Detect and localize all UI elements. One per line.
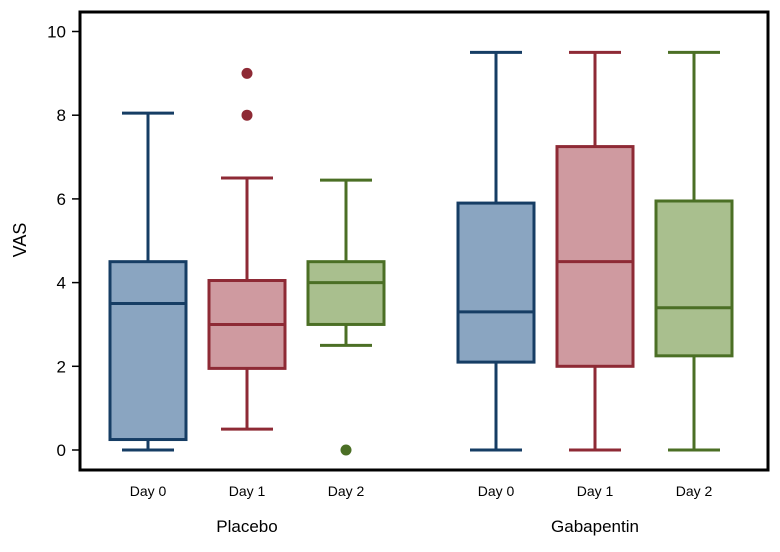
y-tick-label: 2 — [57, 357, 66, 376]
box-gabapentin-day-0 — [456, 50, 536, 452]
outlier-point — [241, 67, 253, 79]
y-axis-title: VAS — [10, 223, 30, 258]
y-axis: 0 2 4 6 8 10 — [47, 23, 80, 460]
x-group-label: Gabapentin — [551, 517, 639, 536]
box-gabapentin-day-2 — [654, 50, 734, 452]
y-tick-label: 6 — [57, 190, 66, 209]
outlier-point — [241, 109, 253, 121]
iqr-box — [456, 201, 536, 364]
x-category-label: Day 0 — [478, 483, 515, 499]
iqr-box — [654, 199, 734, 358]
y-tick-label: 8 — [57, 106, 66, 125]
x-axis-labels: Day 0 Day 1 Day 2 Placebo Day 0 Day 1 Day 2 Gab… — [130, 483, 713, 536]
x-category-label: Day 2 — [328, 483, 365, 499]
outlier-point — [340, 444, 352, 456]
x-category-label: Day 1 — [577, 483, 614, 499]
box-series — [108, 50, 734, 456]
plot-frame — [78, 10, 770, 472]
y-tick-label: 0 — [57, 441, 66, 460]
x-group-label: Placebo — [216, 517, 277, 536]
box-placebo-day-1 — [207, 67, 287, 431]
x-category-label: Day 0 — [130, 483, 167, 499]
x-category-label: Day 2 — [676, 483, 713, 499]
iqr-box — [555, 145, 635, 368]
y-tick-label: 4 — [57, 274, 66, 293]
iqr-box — [306, 260, 386, 326]
iqr-box — [108, 260, 188, 442]
box-gabapentin-day-1 — [555, 50, 635, 452]
box-placebo-day-0 — [108, 111, 188, 452]
y-tick-label: 10 — [47, 23, 66, 42]
x-category-label: Day 1 — [229, 483, 266, 499]
box-placebo-day-2 — [306, 178, 386, 456]
